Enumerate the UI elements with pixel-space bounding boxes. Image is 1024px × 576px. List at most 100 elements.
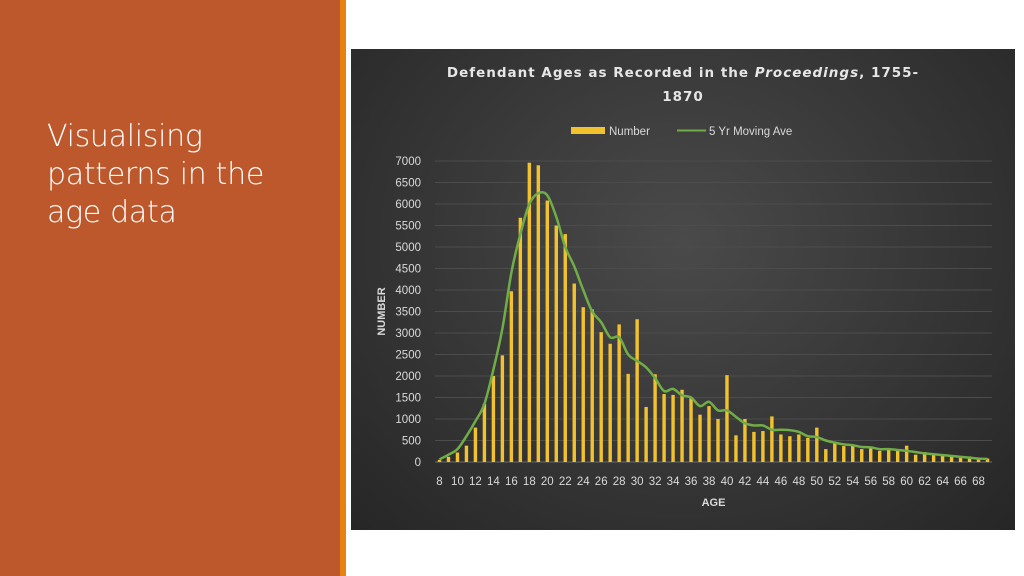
- x-tick-label: 50: [810, 476, 823, 488]
- bar-age-57: [877, 450, 882, 462]
- bar-age-20: [545, 200, 550, 462]
- bar-age-60: [904, 445, 909, 462]
- bar-age-67: [967, 456, 972, 462]
- x-tick-label: 26: [595, 476, 608, 488]
- x-tick-label: 52: [828, 476, 841, 488]
- x-axis-label: AGE: [702, 497, 726, 509]
- x-tick-label: 32: [649, 476, 662, 488]
- chart-frame: Defendant Ages as Recorded in the Procee…: [351, 49, 1015, 530]
- bar-age-45: [770, 416, 774, 462]
- x-tick-label: 20: [541, 476, 554, 488]
- y-tick-label: 0: [415, 457, 421, 469]
- chart-title: Defendant Ages as Recorded in the Procee…: [447, 65, 919, 105]
- bar-age-27: [608, 343, 612, 462]
- bar-age-8: [437, 459, 442, 462]
- age-histogram-chart: Defendant Ages as Recorded in the Procee…: [376, 65, 992, 509]
- x-tick-label: 68: [972, 476, 985, 488]
- y-tick-label: 1000: [395, 414, 421, 426]
- left-panel: [0, 0, 340, 576]
- bar-age-61: [913, 454, 918, 462]
- bar-age-22: [563, 234, 567, 462]
- bar-age-30: [635, 319, 639, 462]
- bar-age-49: [806, 437, 810, 462]
- y-tick-label: 4500: [395, 264, 421, 276]
- legend-label-moving-average: 5 Yr Moving Ave: [709, 126, 792, 138]
- bar-age-31: [644, 406, 648, 462]
- x-tick-label: 10: [451, 476, 464, 488]
- bar-age-17: [518, 217, 523, 462]
- chart-title-line-1: Defendant Ages as Recorded in the Procee…: [447, 65, 919, 81]
- slide-title: Visualising patterns in the age data: [47, 119, 265, 230]
- bar-age-15: [500, 355, 505, 462]
- y-tick-label: 4000: [395, 285, 421, 297]
- bar-age-26: [599, 332, 603, 462]
- bar-age-44: [761, 431, 765, 462]
- bar-age-34: [671, 394, 675, 462]
- bar-age-66: [958, 456, 963, 462]
- legend-swatch-number: [571, 127, 605, 134]
- bar-age-55: [860, 449, 864, 462]
- x-tick-label: 58: [882, 476, 895, 488]
- bar-age-54: [851, 445, 855, 462]
- x-tick-label: 22: [559, 476, 572, 488]
- bar-age-56: [869, 447, 873, 462]
- bar-age-68: [976, 457, 981, 462]
- bar-age-25: [590, 309, 594, 462]
- x-tick-label: 44: [757, 476, 770, 488]
- chart-legend: Number 5 Yr Moving Ave: [571, 126, 792, 138]
- x-tick-label: 8: [436, 476, 442, 488]
- y-axis-label: NUMBER: [376, 287, 388, 335]
- x-tick-label: 66: [954, 476, 967, 488]
- x-tick-label: 28: [613, 476, 626, 488]
- grid-lines: [435, 160, 992, 463]
- y-tick-label: 6000: [395, 199, 421, 211]
- bar-age-12: [473, 427, 478, 462]
- y-tick-label: 5500: [395, 221, 421, 233]
- chart-title-segment: Proceedings: [755, 65, 859, 81]
- bar-age-47: [788, 436, 792, 462]
- x-tick-label: 12: [469, 476, 482, 488]
- bar-age-37: [698, 414, 702, 462]
- bar-age-36: [689, 398, 693, 462]
- bar-age-18: [527, 162, 532, 462]
- bar-age-43: [752, 431, 756, 462]
- y-tick-label: 2500: [395, 350, 421, 362]
- x-tick-label: 18: [523, 476, 536, 488]
- x-tick-label: 34: [667, 476, 680, 488]
- chart-title-line-2: 1870: [662, 89, 704, 105]
- bar-age-62: [922, 452, 927, 462]
- bar-age-11: [464, 445, 469, 462]
- chart-title-segment: Defendant Ages as Recorded in the: [447, 65, 755, 81]
- x-tick-label: 16: [505, 476, 518, 488]
- y-tick-label: 5000: [395, 242, 421, 254]
- bar-age-40: [725, 375, 729, 462]
- bar-age-16: [509, 291, 514, 462]
- y-tick-label: 500: [402, 436, 421, 448]
- bar-age-53: [842, 446, 846, 462]
- bar-age-32: [653, 374, 657, 462]
- bar-age-9: [446, 456, 451, 462]
- y-tick-label: 3500: [395, 307, 421, 319]
- x-tick-label: 46: [774, 476, 787, 488]
- bar-age-33: [662, 394, 666, 462]
- y-tick-label: 2000: [395, 371, 421, 383]
- y-tick-label: 3000: [395, 328, 421, 340]
- x-tick-label: 60: [900, 476, 913, 488]
- y-axis-ticks: 0 500 1000 1500 2000 2500 3000 3500 4000 4500 5000…: [395, 156, 421, 469]
- y-tick-label: 7000: [395, 156, 421, 168]
- moving-average-series: [438, 191, 988, 461]
- y-tick-label: 1500: [395, 393, 421, 405]
- bar-age-14: [491, 376, 496, 462]
- bar-age-51: [824, 449, 828, 462]
- x-axis-ticks: 8 10 12 14 16 18 20 22 24 26 28 30 32 34 36 38 40 42 44 46 4…: [436, 476, 985, 488]
- bar-age-65: [949, 455, 954, 462]
- bar-age-46: [779, 434, 783, 462]
- x-tick-label: 30: [631, 476, 644, 488]
- moving-average-line: [438, 191, 988, 461]
- x-tick-label: 14: [487, 476, 500, 488]
- x-tick-label: 54: [846, 476, 859, 488]
- bar-series: [437, 162, 990, 463]
- bar-age-52: [833, 442, 837, 462]
- bar-age-69: [985, 458, 990, 462]
- x-tick-label: 42: [739, 476, 752, 488]
